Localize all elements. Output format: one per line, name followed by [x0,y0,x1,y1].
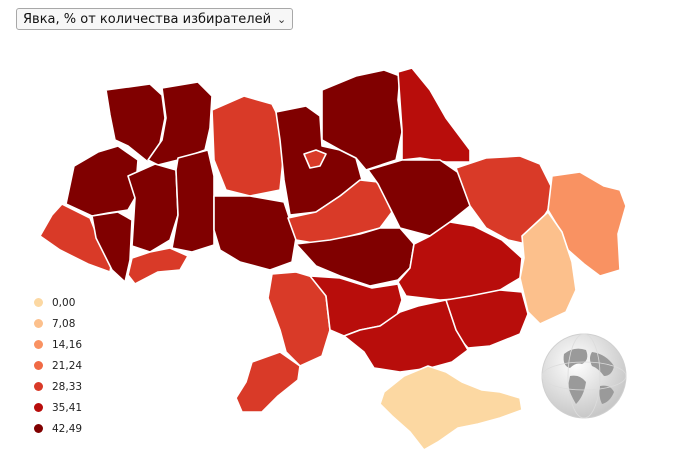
legend-label: 14,16 [52,338,83,351]
legend-item: 14,16 [34,334,82,355]
legend-item: 28,33 [34,376,82,397]
region-sumy[interactable] [397,67,471,163]
legend-swatch [34,424,43,433]
indicator-select[interactable]: Явка, % от количества избирателей ⌄ [16,8,294,30]
region-dnipropetrovsk[interactable] [397,221,523,301]
region-lviv[interactable] [65,145,139,217]
globe-icon[interactable] [540,332,630,422]
region-vinnytsia[interactable] [213,195,297,271]
legend-swatch [34,382,43,391]
map-legend: 0,00 7,08 14,16 21,24 28,33 35,41 42,49 [34,292,82,439]
legend-label: 0,00 [52,296,76,309]
legend-item: 21,24 [34,355,82,376]
legend-item: 42,49 [34,418,82,439]
region-crimea[interactable] [379,365,523,451]
legend-swatch [34,403,43,412]
legend-swatch [34,361,43,370]
region-chernihiv[interactable] [321,69,403,171]
region-odesa-south[interactable] [235,351,301,413]
legend-item: 7,08 [34,313,82,334]
region-kyiv-city[interactable] [303,149,327,169]
legend-item: 35,41 [34,397,82,418]
region-ternopil[interactable] [127,163,179,253]
region-zhytomyr[interactable] [211,95,284,197]
region-chernivtsi[interactable] [127,247,189,285]
region-kherson[interactable] [343,299,469,373]
region-khmelnytskyi[interactable] [171,149,215,253]
region-donetsk[interactable] [519,211,577,325]
legend-swatch [34,319,43,328]
region-ivano-frankivsk[interactable] [91,211,133,283]
legend-item: 0,00 [34,292,82,313]
legend-swatch [34,340,43,349]
indicator-select-value: Явка, % от количества избирателей [23,11,272,27]
chevron-down-icon: ⌄ [277,12,287,26]
legend-label: 21,24 [52,359,83,372]
legend-label: 35,41 [52,401,83,414]
legend-label: 42,49 [52,422,83,435]
legend-label: 28,33 [52,380,83,393]
legend-swatch [34,298,43,307]
legend-label: 7,08 [52,317,76,330]
